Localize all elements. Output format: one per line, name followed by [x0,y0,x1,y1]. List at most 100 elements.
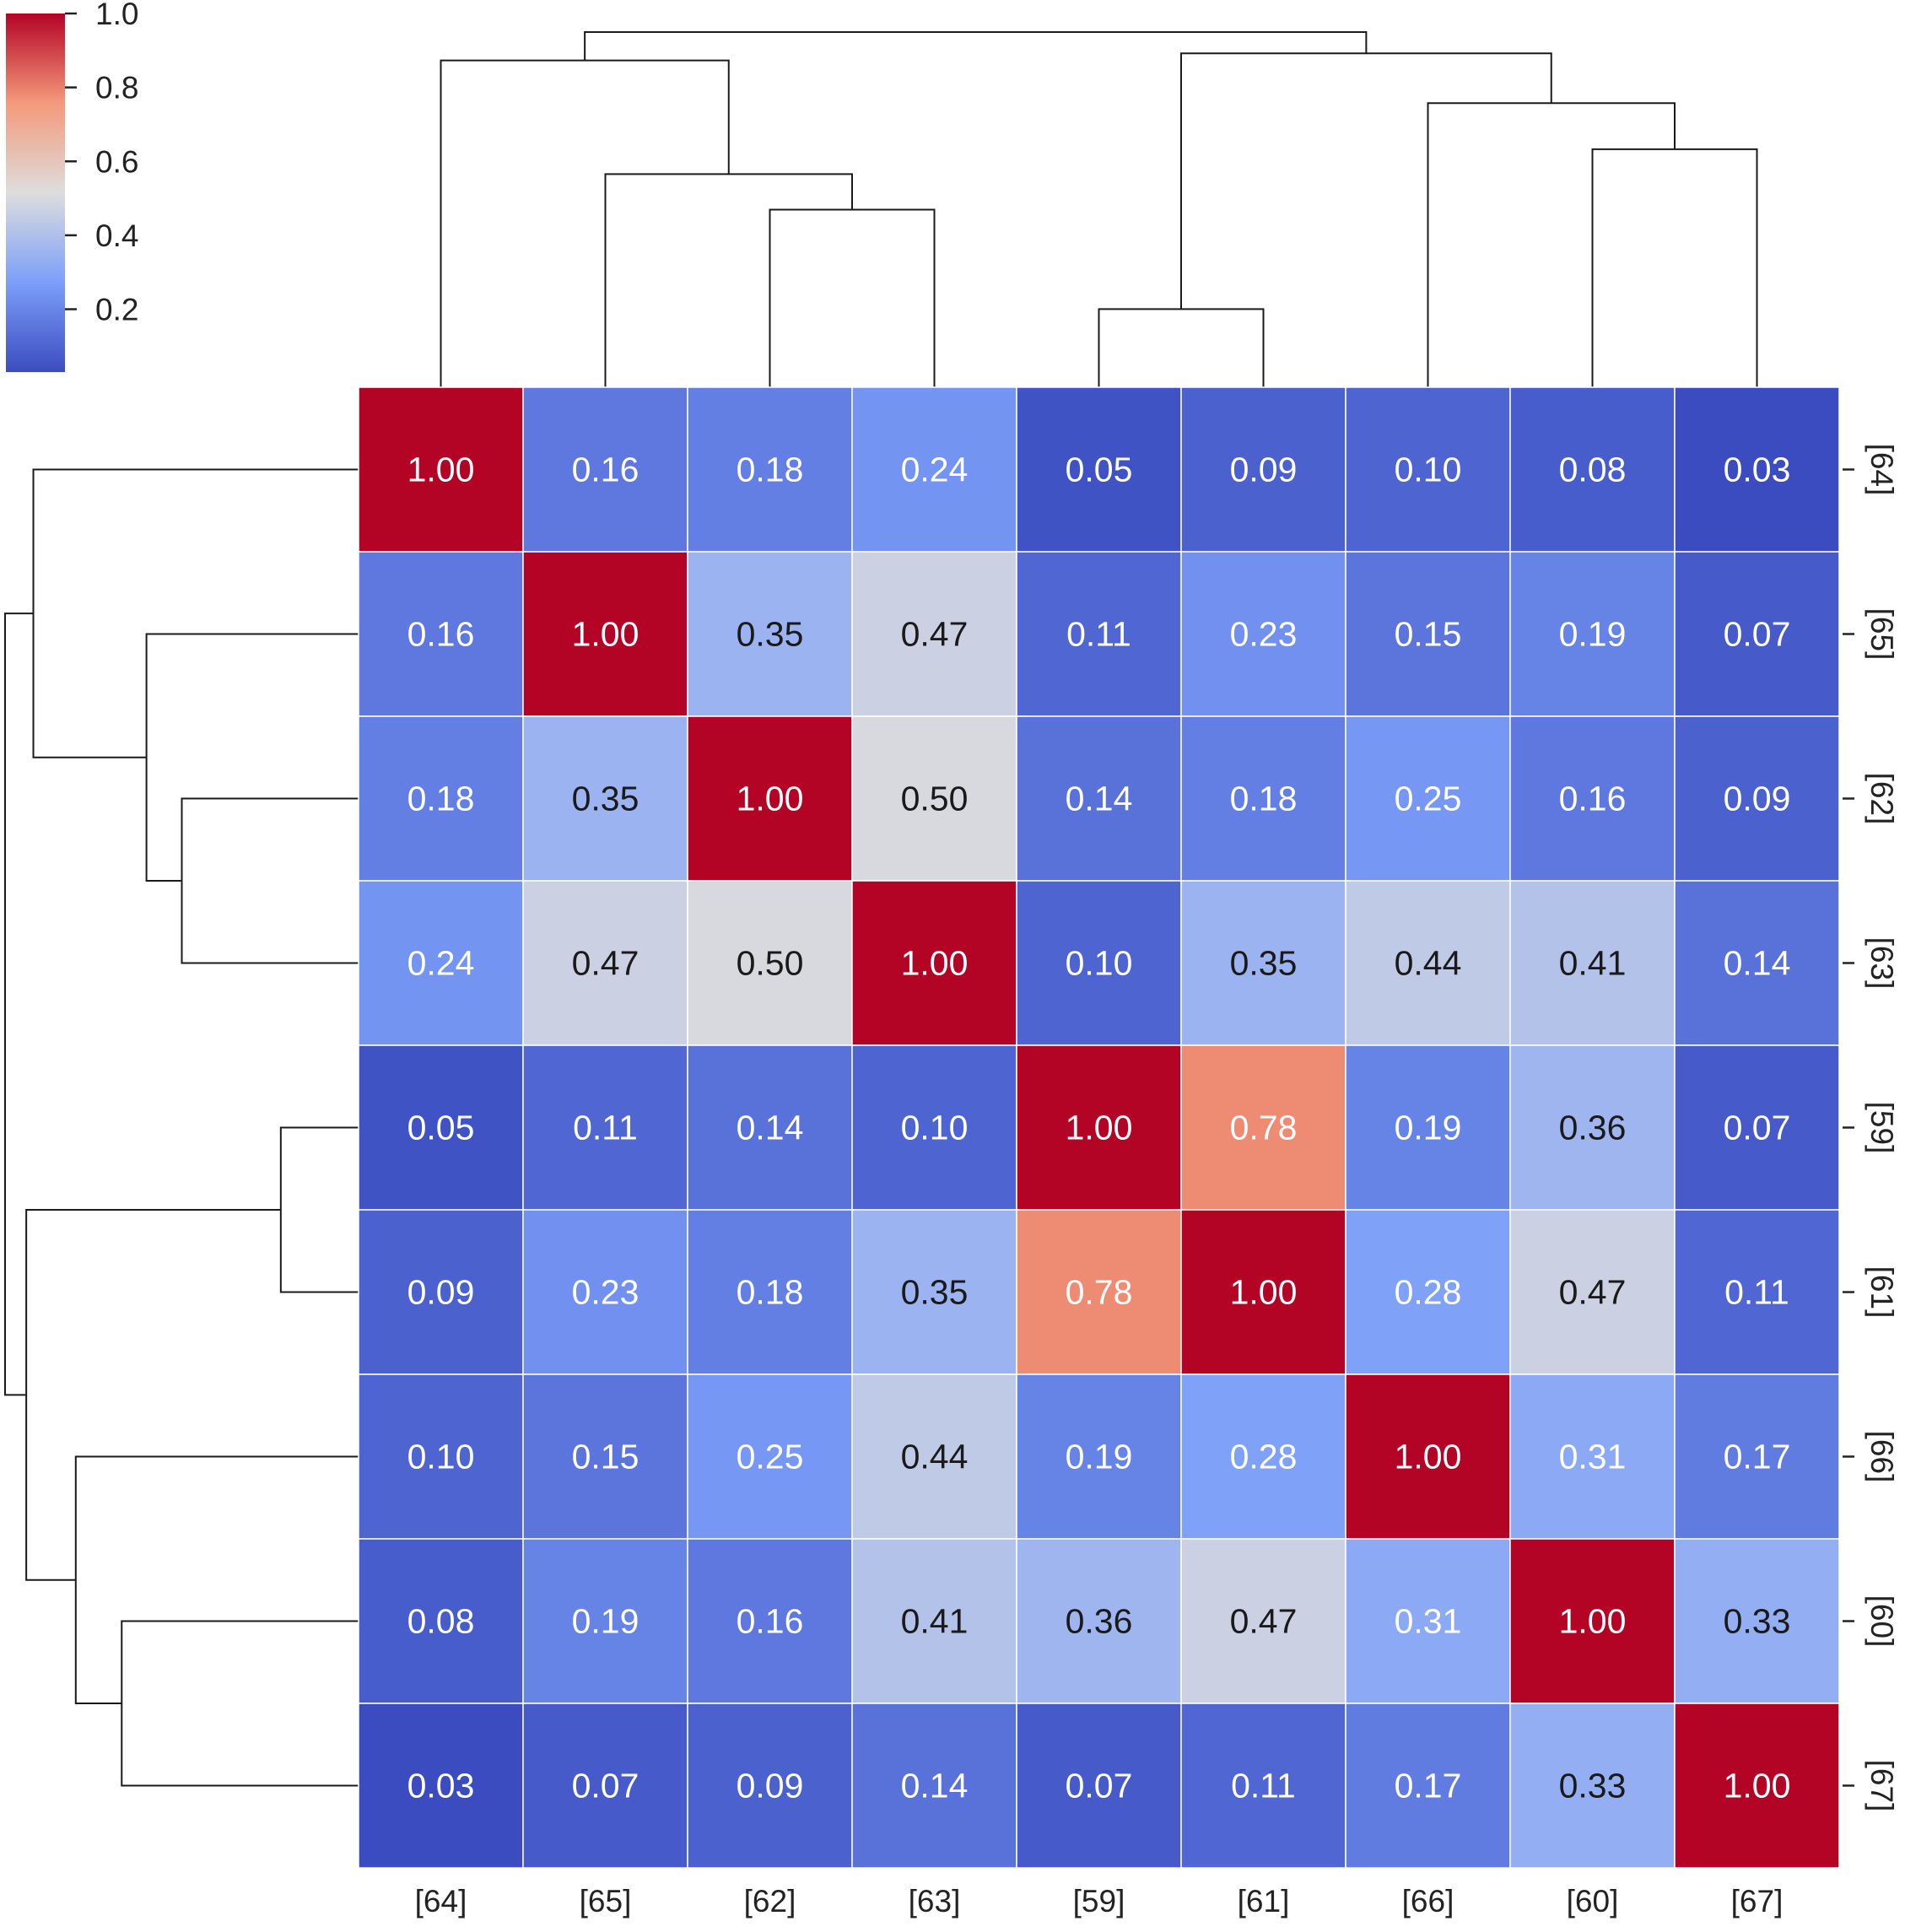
heatmap-cell [1345,715,1511,882]
heatmap-cell [1345,386,1511,553]
cell-value-label: 0.11 [1231,1767,1296,1805]
cell-value-label: 0.41 [901,1602,969,1641]
y-tick-label: [63] [1865,937,1899,990]
y-tick-label: [60] [1865,1595,1899,1648]
heatmap-cell [1674,1538,1840,1704]
heatmap-cell [1016,386,1182,553]
cell-value-label: 0.14 [901,1767,969,1805]
dendrogram-link [769,208,936,387]
heatmap-grid: 1.00 0.16 0.18 0.24 0.05 0.09 0.10 0.08 0.03 0.16… [358,386,1840,1869]
dendrogram-link [279,1126,359,1293]
heatmap-cell [1345,1044,1511,1211]
heatmap-cell [1674,1044,1840,1211]
heatmap-cell [851,715,1017,882]
heatmap-cell [851,1538,1017,1704]
cell-value-label: 0.11 [573,1109,638,1147]
dendrogram-link [32,468,359,758]
heatmap-cell [687,1044,853,1211]
cell-value-label: 0.17 [1724,1438,1791,1476]
cell-value-label: 0.24 [407,944,475,983]
heatmap-cell [522,551,688,717]
heatmap-cell [1674,1209,1840,1375]
cell-value-label: 0.18 [737,451,804,489]
heatmap-cell [1345,1373,1511,1540]
cell-value-label: 0.35 [737,615,804,654]
cell-value-label: 0.09 [407,1273,475,1312]
cell-value-label: 0.07 [1724,615,1791,654]
heatmap-cell [1345,551,1511,717]
cell-value-label: 0.08 [407,1602,475,1641]
colorbar: 0.2 0.4 0.6 0.8 1.0 [6,0,138,372]
heatmap-cell [1509,1044,1676,1211]
colorbar-tick-label: 1.0 [95,0,138,31]
heatmap-cell [522,1703,688,1869]
cell-value-label: 0.09 [1724,780,1791,818]
cell-value-label: 1.00 [1559,1602,1627,1641]
dendrogram-link [1098,308,1265,387]
cell-value-label: 0.47 [1230,1602,1298,1641]
cell-value-label: 0.47 [901,615,969,654]
cell-value-label: 0.03 [407,1767,475,1805]
cell-value-label: 0.08 [1559,451,1627,489]
heatmap-cell [522,1538,688,1704]
heatmap-cell [358,880,524,1046]
cell-value-label: 0.16 [572,451,639,489]
cell-value-label: 0.14 [1066,780,1133,818]
cell-value-label: 0.18 [737,1273,804,1312]
cell-value-label: 0.18 [1230,780,1298,818]
cell-value-label: 0.35 [572,780,639,818]
heatmap-cell [1180,386,1346,553]
cell-value-label: 0.44 [901,1438,969,1476]
heatmap-cell [1180,1373,1346,1540]
heatmap-cell [522,1044,688,1211]
heatmap-cell [358,1044,524,1211]
heatmap-cell [358,1209,524,1375]
heatmap-cell [358,551,524,717]
dendrogram-link [74,1455,359,1704]
cell-value-label: 0.10 [1395,451,1462,489]
heatmap-cell [851,551,1017,717]
y-tick-label: [62] [1865,773,1899,825]
heatmap-cell [1180,1538,1346,1704]
cell-value-label: 0.15 [1395,615,1462,654]
cell-value-label: 0.05 [1066,451,1133,489]
heatmap-cell [1016,715,1182,882]
heatmap-cell [1674,1703,1840,1869]
dendrogram-link [25,1209,281,1581]
cell-value-label: 0.07 [1724,1109,1791,1147]
heatmap-cell [1345,1538,1511,1704]
y-tick-label: [59] [1865,1102,1899,1154]
cell-value-label: 0.19 [1066,1438,1133,1476]
cell-value-label: 0.31 [1559,1438,1627,1476]
cell-value-label: 0.78 [1230,1109,1298,1147]
heatmap-cell [1016,1044,1182,1211]
heatmap-cell [1509,715,1676,882]
heatmap-cell [1180,1044,1346,1211]
y-tick-label: [65] [1865,608,1899,661]
heatmap-cell [1674,880,1840,1046]
heatmap-cell [522,1209,688,1375]
cell-value-label: 1.00 [901,944,969,983]
cell-value-label: 1.00 [1066,1109,1133,1147]
cell-value-label: 0.31 [1395,1602,1462,1641]
cell-value-label: 0.09 [737,1767,804,1805]
cell-value-label: 0.41 [1559,944,1627,983]
dendrogram-link [4,613,34,1396]
heatmap-cell [358,386,524,553]
heatmap-cell [687,880,853,1046]
cell-value-label: 0.15 [572,1438,639,1476]
dendrogram-link [145,633,359,882]
x-axis-tick-labels: [64] [65] [62] [63] [59] [61] [66] [60] [67] [415,1884,1784,1919]
cell-value-label: 0.18 [407,780,475,818]
heatmap-cell [1674,1373,1840,1540]
cell-value-label: 0.47 [1559,1273,1627,1312]
cell-value-label: 0.07 [1066,1767,1133,1805]
left-dendrogram [4,468,359,1787]
cell-value-label: 1.00 [737,780,804,818]
cell-value-label: 0.19 [572,1602,639,1641]
dendrogram-link [1180,52,1552,310]
heatmap-cell [687,1538,853,1704]
heatmap-cell [851,386,1017,553]
x-tick-label: [62] [744,1884,796,1919]
